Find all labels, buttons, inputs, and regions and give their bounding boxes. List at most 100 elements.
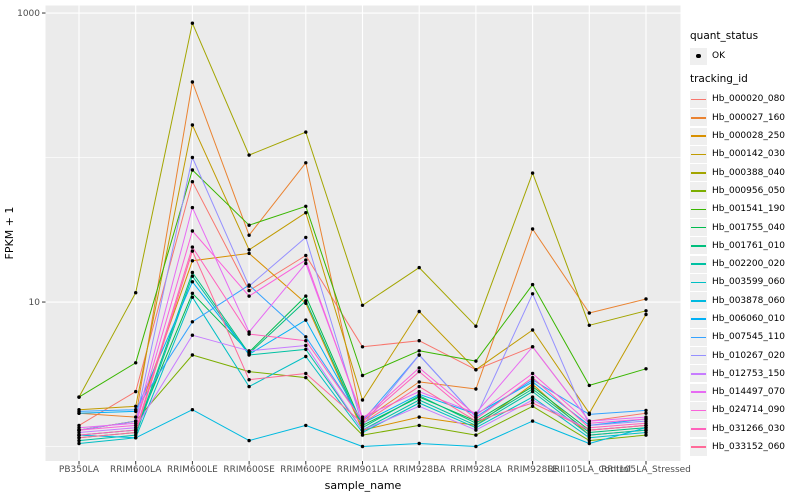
data-point — [304, 318, 308, 322]
series-color-key-icon — [690, 365, 707, 383]
data-point — [134, 423, 138, 428]
data-point — [530, 171, 535, 175]
data-point — [417, 265, 421, 270]
data-point — [190, 123, 195, 127]
legend-item-label: Hb_006060_010 — [712, 314, 786, 324]
legend-item-label: Hb_031266_030 — [712, 423, 786, 434]
legend-quant-section: quant_status OK — [690, 30, 800, 65]
data-point — [360, 303, 365, 307]
chart-legend: quant_status OK tracking_id Hb_000020_08… — [690, 30, 800, 456]
legend-item-label: Hb_001755_040 — [712, 222, 786, 233]
data-point — [360, 345, 365, 349]
x-tick-label: RRIM928LA — [450, 465, 502, 475]
data-point — [77, 436, 81, 440]
data-point — [304, 343, 308, 348]
data-point — [190, 245, 195, 249]
data-point — [474, 433, 478, 437]
line-chart: PB350LA RRIM600LA RRIM600LE RRIM600SE RRIM60… — [3, 5, 691, 492]
data-point — [417, 401, 421, 405]
legend-tracking-items: Hb_000020_080 Hb_000027_160 Hb_000028_250 H… — [690, 90, 800, 456]
data-point — [474, 419, 478, 423]
data-point — [474, 359, 478, 363]
legend-item-Hb_000028_250: Hb_000028_250 — [690, 127, 800, 145]
data-point — [190, 249, 195, 253]
x-tick-label: RRIM600PE — [280, 465, 332, 475]
series-color-key-icon — [690, 127, 707, 145]
data-point — [587, 323, 591, 327]
data-point — [190, 205, 195, 210]
series-color-key-icon — [690, 292, 707, 310]
data-point — [134, 404, 138, 408]
data-point — [247, 294, 251, 298]
data-point — [304, 211, 308, 215]
data-point — [190, 408, 195, 412]
data-point — [587, 436, 591, 440]
data-point — [530, 384, 535, 389]
data-point — [587, 430, 591, 435]
data-point — [304, 371, 308, 376]
data-point — [304, 130, 308, 134]
data-point — [644, 411, 648, 415]
data-point — [190, 229, 195, 233]
legend-item-Hb_003599_060: Hb_003599_060 — [690, 273, 800, 291]
data-point — [644, 423, 648, 428]
legend-item-label: Hb_001541_190 — [712, 204, 786, 215]
x-tick-label: RRII105LA_Stressed — [601, 465, 691, 475]
data-point — [77, 426, 81, 430]
legend-item-Hb_033152_060: Hb_033152_060 — [690, 438, 800, 456]
data-point — [304, 235, 308, 240]
data-point — [304, 261, 308, 266]
data-point — [190, 280, 195, 284]
legend-item-ok: OK — [690, 47, 800, 65]
series-color-key-icon — [690, 310, 707, 328]
data-point — [77, 428, 81, 432]
data-point — [417, 441, 421, 446]
legend-item-label: Hb_012753_150 — [712, 368, 786, 379]
legend-item-label: Hb_010267_020 — [712, 350, 786, 361]
series-color-key-icon — [690, 182, 707, 200]
data-point — [587, 433, 591, 437]
x-tick-label: RRIM600SE — [223, 465, 275, 475]
data-point — [190, 155, 195, 160]
data-point — [530, 328, 535, 332]
data-point — [587, 383, 591, 388]
series-color-key-icon — [690, 164, 707, 182]
data-point — [417, 389, 421, 394]
legend-item-Hb_000020_080: Hb_000020_080 — [690, 90, 800, 108]
data-point — [304, 301, 308, 305]
data-point — [247, 384, 251, 389]
data-point — [247, 251, 251, 256]
data-point — [190, 320, 195, 324]
legend-item-Hb_012753_150: Hb_012753_150 — [690, 365, 800, 383]
legend-item-label: Hb_000027_160 — [712, 112, 786, 123]
data-point — [587, 311, 591, 315]
data-point — [417, 398, 421, 402]
legend-item-Hb_002200_020: Hb_002200_020 — [690, 255, 800, 273]
data-point — [134, 433, 138, 437]
legend-item-label: Hb_002200_020 — [712, 259, 786, 270]
data-point — [360, 421, 365, 425]
data-point — [247, 378, 251, 382]
data-point — [304, 335, 308, 339]
data-point — [190, 295, 195, 299]
x-axis-title: sample_name — [325, 479, 402, 492]
legend-item-label: Hb_024714_090 — [712, 405, 786, 416]
series-color-key-icon — [690, 328, 707, 346]
legend-item-label: Hb_007545_110 — [712, 332, 786, 343]
data-point — [190, 180, 195, 184]
y-tick-label: 1000 — [17, 9, 40, 19]
data-point — [474, 444, 478, 449]
data-point — [530, 292, 535, 296]
data-point — [304, 347, 308, 352]
legend-item-label: Hb_003878_060 — [712, 295, 786, 306]
data-point — [360, 373, 365, 378]
data-point — [304, 204, 308, 208]
data-point — [587, 428, 591, 432]
legend-item-label: OK — [712, 51, 725, 62]
data-point — [530, 395, 535, 399]
series-color-key-icon — [690, 273, 707, 291]
series-color-key-icon — [690, 383, 707, 401]
data-point — [644, 428, 648, 432]
legend-item-Hb_000027_160: Hb_000027_160 — [690, 109, 800, 127]
legend-item-Hb_024714_090: Hb_024714_090 — [690, 401, 800, 419]
